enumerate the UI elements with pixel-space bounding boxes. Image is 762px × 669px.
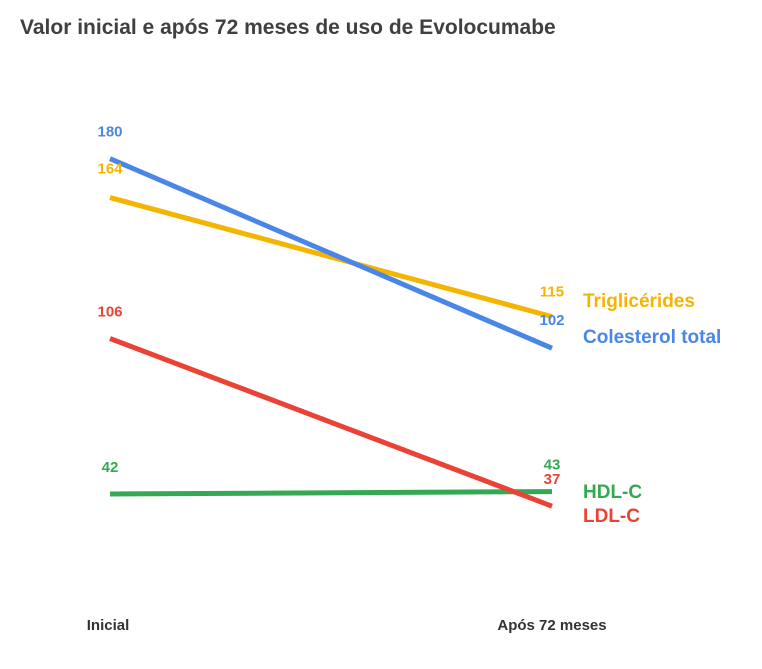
series-name-triglicerides: Triglicérides [583, 291, 695, 312]
value-label-hdl-c-inicial: 42 [102, 459, 119, 476]
series-name-hdl-c: HDL-C [583, 482, 642, 503]
category-label-apos-72-meses: Após 72 meses [497, 617, 606, 634]
series-line-colesterol-total [109, 156, 553, 351]
chart-title: Valor inicial e após 72 meses de uso de … [20, 16, 556, 39]
value-label-colesterol-total-inicial: 180 [97, 124, 122, 141]
value-label-ldl-c-inicial: 106 [97, 303, 122, 320]
value-label-hdl-c-final: 43 [544, 457, 561, 474]
value-label-triglicerides-inicial: 164 [97, 161, 123, 178]
value-label-triglicerides-final: 115 [540, 284, 564, 301]
value-label-ldl-c-final: 37 [544, 471, 561, 488]
category-label-inicial: Inicial [87, 617, 130, 634]
series-name-ldl-c: LDL-C [583, 506, 640, 527]
series-names: Triglicérides Colesterol total HDL-C LDL-C [583, 291, 721, 527]
category-labels: Inicial Após 72 meses [87, 617, 607, 634]
series-line-triglicerides [109, 195, 553, 320]
value-label-colesterol-total-final: 102 [539, 312, 564, 329]
series-line-hdl-c [109, 489, 553, 497]
value-labels: 164 115 180 102 42 43 106 37 [97, 124, 564, 488]
series-line-ldl-c [109, 336, 553, 509]
series-name-colesterol-total: Colesterol total [583, 327, 721, 348]
series-lines [109, 156, 553, 509]
